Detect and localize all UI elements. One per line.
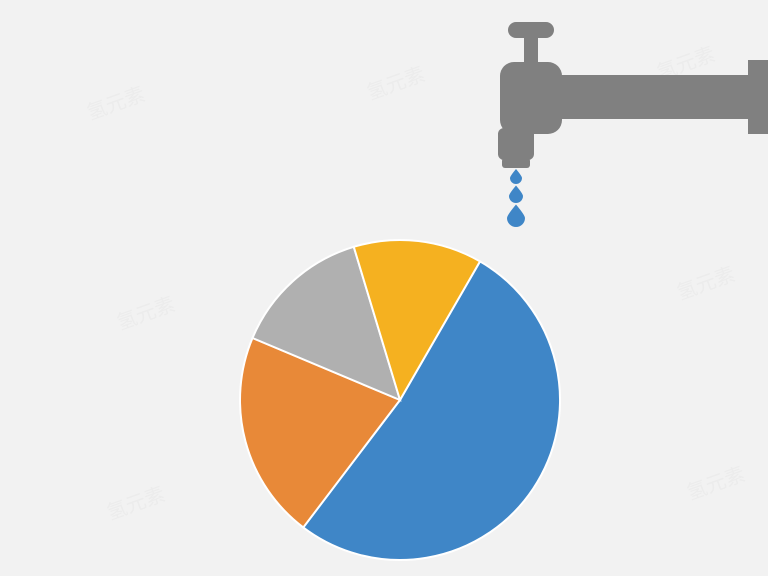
faucet-flange [748, 60, 768, 134]
faucet-pipe [530, 75, 768, 119]
faucet-aerator [502, 158, 530, 168]
faucet-handle-cap [508, 22, 554, 38]
faucet-spout [498, 128, 534, 160]
pie-chart [240, 240, 560, 560]
faucet-handle-stem [524, 34, 538, 64]
infographic-canvas: 氢元素氢元素氢元素氢元素氢元素氢元素氢元素氢元素氢元素 [0, 0, 768, 576]
faucet-body [500, 62, 562, 134]
